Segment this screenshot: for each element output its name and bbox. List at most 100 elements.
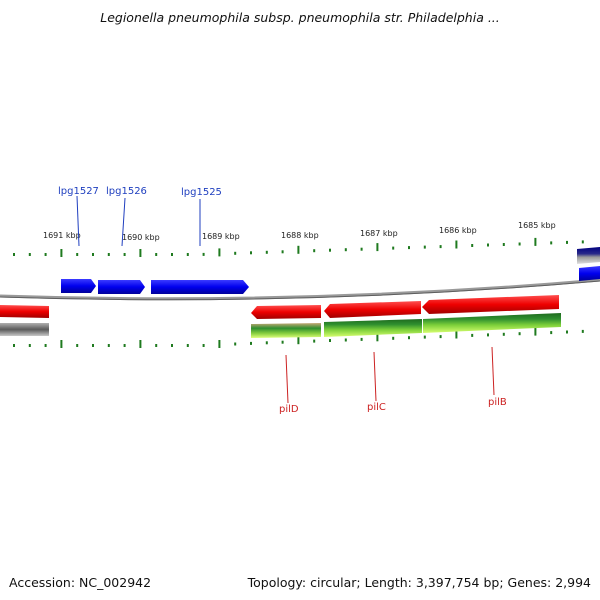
scale-label: 1690 kbp (122, 233, 160, 242)
tick-major (376, 243, 379, 252)
tick-minor (487, 243, 489, 247)
tick-minor (171, 253, 173, 256)
tick-major (455, 240, 458, 249)
tick-major (60, 340, 63, 348)
tick-minor (250, 341, 252, 345)
navy-feature-right (577, 247, 600, 264)
tick-major (534, 327, 537, 336)
gene-pilC[interactable] (324, 301, 421, 318)
tick-minor (123, 344, 126, 347)
scale-label: 1687 kbp (360, 229, 398, 238)
backbone-outer (0, 278, 600, 301)
tick-minor (329, 248, 331, 252)
tick-minor (281, 340, 284, 344)
scale-label: 1691 kbp (43, 231, 81, 240)
forward-gene-edge-right[interactable] (579, 266, 600, 281)
tick-minor (44, 344, 47, 347)
tick-minor (502, 332, 505, 336)
gene-lpg1525[interactable] (151, 280, 249, 294)
gene-lpg1527[interactable] (61, 279, 96, 293)
tick-minor (265, 341, 268, 345)
gene-pilB[interactable] (422, 295, 559, 314)
tick-major (297, 245, 300, 254)
scale-label: 1685 kbp (518, 221, 556, 230)
tick-major (139, 249, 142, 257)
tick-minor (155, 253, 158, 256)
tick-minor (107, 253, 110, 256)
tick-minor (186, 253, 189, 256)
tick-minor (581, 329, 584, 333)
tick-minor (344, 338, 347, 342)
gene-label-lpg1525[interactable]: lpg1525 (181, 187, 222, 198)
leader-line-pilB (491, 346, 495, 396)
tick-minor (76, 253, 79, 256)
scale-label: 1689 kbp (202, 232, 240, 241)
reverse-gene-edge-left[interactable] (0, 305, 49, 318)
tick-major (139, 340, 142, 348)
backbone-inner (0, 280, 600, 301)
tick-minor (28, 344, 31, 347)
tick-major (60, 249, 63, 257)
tick-minor (360, 247, 363, 251)
tick-minor (13, 344, 15, 347)
tick-minor (439, 245, 442, 249)
tick-minor (360, 337, 363, 341)
tick-major (376, 333, 379, 342)
gene-label-lpg1527[interactable]: lpg1527 (58, 186, 99, 197)
tick-minor (250, 251, 252, 255)
tick-minor (171, 344, 173, 347)
tick-row-bottom (13, 327, 584, 348)
feature-track-green-3 (423, 313, 561, 333)
leader-line-pilC (373, 351, 377, 402)
tick-minor (234, 251, 237, 255)
tick-minor (487, 333, 489, 337)
tick-minor (155, 344, 158, 347)
tick-minor (408, 336, 410, 340)
tick-minor (471, 333, 474, 337)
tick-major (297, 336, 300, 345)
leader-line-pilD (285, 354, 289, 404)
tick-minor (423, 335, 426, 339)
tick-minor (13, 253, 15, 256)
gene-label-pilC[interactable]: pilC (367, 402, 386, 413)
leader-line-lpg1526 (121, 197, 126, 247)
tick-minor (550, 331, 553, 335)
gene-pilD[interactable] (251, 305, 321, 319)
tick-minor (392, 246, 395, 250)
feature-track-green-2 (324, 319, 422, 337)
tick-major (218, 340, 221, 348)
scale-label: 1686 kbp (439, 226, 477, 235)
tick-minor (344, 248, 347, 252)
scale-label: 1688 kbp (281, 231, 319, 240)
tick-minor (44, 253, 47, 256)
tick-minor (471, 244, 474, 247)
tick-minor (423, 245, 426, 249)
tick-major (218, 248, 221, 257)
gene-label-pilD[interactable]: pilD (279, 404, 299, 415)
tick-minor (392, 336, 395, 340)
tick-minor (281, 250, 284, 254)
tick-major (455, 330, 458, 339)
tick-minor (408, 246, 410, 250)
tick-minor (202, 344, 205, 347)
feature-track-green-1 (251, 323, 321, 338)
tick-major (534, 237, 537, 246)
tick-minor (502, 243, 505, 246)
tick-minor (92, 344, 94, 347)
leader-line-lpg1527 (76, 195, 80, 247)
tick-minor (550, 241, 553, 245)
tick-minor (313, 249, 316, 253)
tick-minor (28, 253, 31, 256)
gene-lpg1526[interactable] (98, 280, 145, 294)
accession-label: Accession: NC_002942 (9, 575, 152, 590)
tick-minor (581, 240, 584, 244)
tick-minor (518, 242, 521, 246)
tick-minor (202, 252, 205, 256)
tick-minor (439, 335, 442, 339)
gene-label-lpg1526[interactable]: lpg1526 (106, 186, 147, 197)
gene-label-pilB[interactable]: pilB (488, 397, 507, 408)
tick-minor (76, 344, 79, 347)
tick-minor (123, 253, 126, 256)
tick-minor (92, 253, 94, 256)
